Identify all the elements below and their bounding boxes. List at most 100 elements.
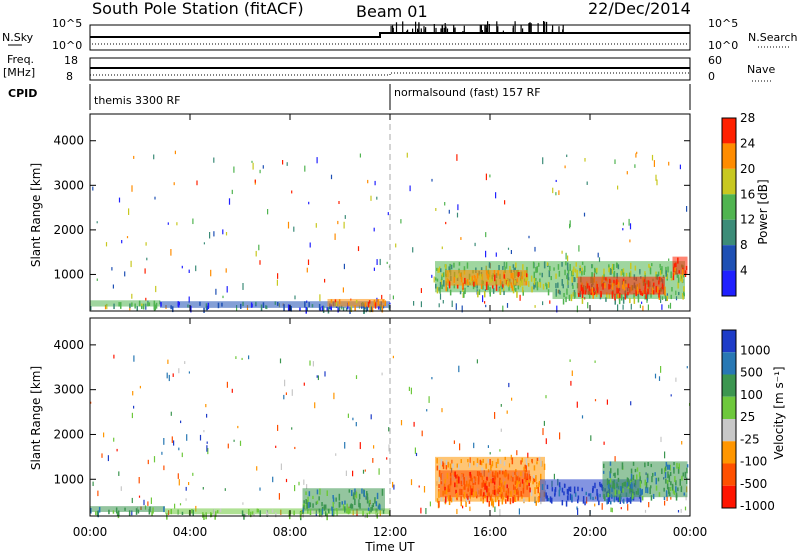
power-scatter-pixel — [485, 304, 487, 308]
velocity-scatter-pixel — [185, 498, 187, 501]
velocity-scatter-pixel — [231, 388, 233, 393]
velocity-region-pixel — [492, 489, 494, 495]
power-region-pixel — [480, 267, 483, 271]
nave-tick-top: 60 — [708, 54, 722, 67]
power-region-pixel — [373, 300, 376, 304]
velocity-colorbar-swatch — [722, 419, 736, 442]
velocity-scatter-pixel — [610, 507, 612, 513]
power-region-pixel — [260, 304, 263, 312]
power-scatter-pixel — [629, 239, 631, 243]
velocity-region-pixel — [604, 496, 606, 501]
velocity-scatter-pixel — [242, 502, 244, 505]
power-region-pixel — [565, 296, 567, 303]
power-region-pixel — [528, 281, 530, 287]
velocity-region-pixel — [639, 488, 642, 495]
velocity-ytick-label: 1000 — [53, 472, 84, 486]
velocity-region-pixel — [597, 495, 599, 501]
velocity-scatter-pixel — [355, 375, 358, 380]
power-scatter-pixel — [387, 212, 389, 216]
velocity-scatter-pixel — [506, 410, 508, 414]
power-region-pixel — [484, 291, 486, 298]
velocity-region-pixel — [466, 493, 468, 499]
power-region-pixel — [515, 262, 517, 269]
velocity-region-pixel — [615, 495, 618, 501]
power-region-pixel — [498, 265, 500, 271]
power-region-pixel — [480, 284, 483, 290]
power-region-pixel — [561, 279, 563, 286]
velocity-scatter-pixel — [453, 440, 455, 444]
power-region-pixel — [438, 266, 441, 273]
velocity-region-pixel — [442, 461, 444, 467]
power-region-pixel — [177, 301, 179, 307]
velocity-region-pixel — [614, 472, 616, 478]
velocity-scatter-pixel — [666, 495, 668, 502]
velocity-region-pixel — [514, 496, 517, 502]
power-scatter-pixel — [495, 192, 497, 199]
velocity-region-pixel — [449, 472, 452, 477]
velocity-scatter-pixel — [685, 494, 687, 501]
power-scatter-pixel — [455, 303, 457, 310]
power-region-pixel — [221, 302, 223, 307]
power-region-pixel — [571, 282, 574, 287]
nave-trace — [90, 72, 690, 76]
power-region-pixel — [534, 282, 536, 288]
velocity-scatter-pixel — [553, 473, 555, 480]
velocity-region-pixel — [468, 494, 470, 501]
power-colorbar-label: Power [dB] — [756, 179, 770, 244]
velocity-region-pixel — [463, 492, 466, 499]
power-region-pixel — [172, 306, 174, 313]
power-scatter-pixel — [528, 235, 530, 239]
power-region-pixel — [521, 279, 523, 286]
velocity-region-pixel — [450, 478, 452, 484]
velocity-scatter-pixel — [576, 506, 578, 510]
power-scatter-pixel — [626, 171, 628, 175]
power-scatter-pixel — [566, 154, 568, 158]
velocity-region-pixel — [312, 503, 314, 508]
power-region-pixel — [662, 274, 665, 279]
power-region-pixel — [187, 304, 189, 308]
velocity-region-pixel — [644, 479, 646, 486]
velocity-scatter-pixel — [494, 506, 496, 512]
velocity-region-pixel — [462, 473, 465, 477]
power-region-pixel — [470, 276, 472, 283]
power-colorbar-swatch — [722, 219, 736, 246]
velocity-region-pixel — [618, 495, 621, 502]
velocity-region-pixel — [568, 486, 570, 492]
velocity-scatter-pixel — [500, 428, 502, 432]
velocity-region-pixel — [303, 500, 305, 506]
velocity-region-pixel — [266, 512, 269, 517]
velocity-region-pixel — [526, 480, 528, 486]
velocity-region-pixel — [305, 491, 307, 496]
velocity-scatter-pixel — [644, 509, 647, 513]
velocity-region-pixel — [666, 479, 669, 484]
velocity-region-pixel — [663, 496, 666, 501]
power-region-pixel — [547, 281, 550, 288]
velocity-region-pixel — [363, 490, 365, 498]
power-region-pixel — [517, 285, 520, 290]
power-scatter-pixel — [357, 246, 360, 252]
power-region-pixel — [304, 301, 306, 308]
freq-panel: Freq. [MHz] 18 8 60 0 Nave — [3, 53, 775, 83]
power-scatter-pixel — [304, 165, 306, 172]
power-region-pixel — [596, 287, 599, 293]
velocity-region-pixel — [613, 495, 616, 503]
power-region-pixel — [581, 261, 584, 265]
power-region-pixel — [643, 279, 646, 283]
power-colorbar-tick: 12 — [740, 213, 755, 227]
velocity-region-pixel — [645, 486, 647, 493]
power-scatter-pixel — [259, 260, 261, 265]
power-region-pixel — [610, 268, 612, 275]
power-region-pixel — [571, 270, 573, 277]
velocity-scatter-pixel — [571, 370, 573, 376]
velocity-region-pixel — [257, 508, 259, 513]
velocity-scatter-pixel — [173, 440, 175, 446]
power-scatter-pixel — [630, 303, 632, 310]
velocity-region-pixel — [679, 478, 681, 486]
velocity-region-pixel — [669, 471, 672, 477]
power-scatter-pixel — [334, 233, 336, 240]
power-scatter-pixel — [542, 301, 544, 306]
power-scatter-pixel — [510, 250, 512, 255]
power-region-pixel — [645, 293, 647, 299]
velocity-region-pixel — [673, 490, 676, 495]
velocity-scatter-pixel — [92, 481, 94, 487]
